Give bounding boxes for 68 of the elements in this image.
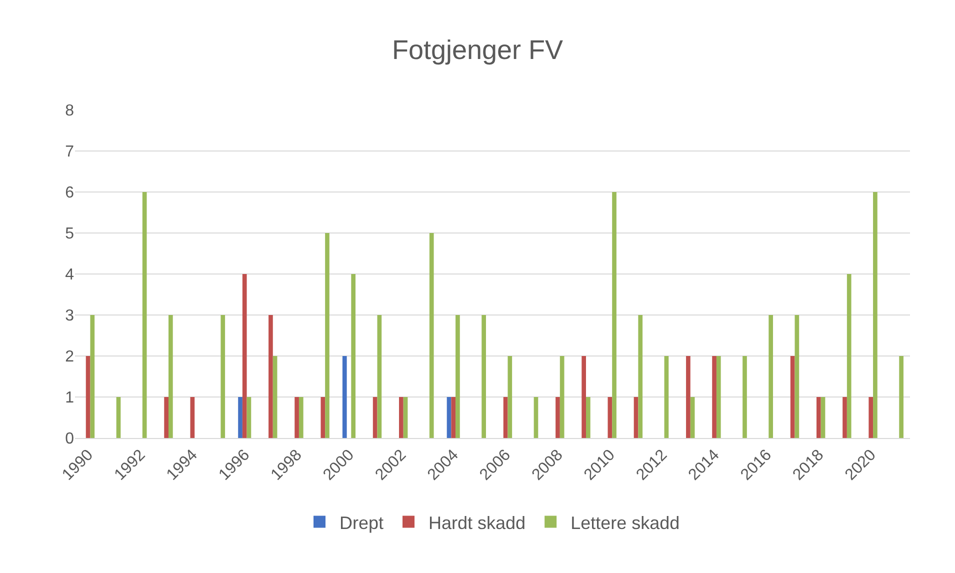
bar (372, 397, 378, 438)
bar (508, 356, 512, 438)
bar (220, 315, 226, 438)
bar (638, 315, 643, 438)
legend-label: Drept (340, 512, 384, 533)
bar (794, 315, 800, 438)
y-tick-label: 7 (65, 144, 74, 161)
y-tick-label: 0 (65, 430, 74, 448)
bar (164, 397, 168, 438)
y-tick-label: 5 (65, 226, 74, 243)
bar (790, 356, 795, 438)
bar (690, 397, 695, 438)
y-tick-label: 1 (65, 390, 74, 407)
bar (582, 356, 586, 438)
bar (560, 356, 564, 438)
bar (842, 397, 847, 438)
bar (899, 356, 904, 438)
bar (612, 192, 616, 438)
bar (503, 397, 508, 438)
bar (246, 397, 252, 438)
bar (325, 233, 330, 438)
bar (712, 356, 716, 438)
bar (86, 356, 90, 438)
bar (634, 397, 638, 438)
bar (820, 397, 826, 438)
bar (873, 192, 878, 438)
bar (116, 397, 121, 438)
bar (90, 315, 95, 438)
bar (556, 397, 560, 438)
bar (429, 233, 434, 438)
y-tick-label: 4 (65, 266, 74, 284)
bar (342, 356, 347, 438)
bar (816, 397, 821, 438)
bar (868, 397, 874, 438)
bar (242, 274, 247, 438)
legend-label: Lettere skadd (570, 512, 680, 533)
bar (446, 397, 452, 438)
bar (664, 356, 669, 438)
bar (351, 274, 356, 438)
bar (320, 397, 326, 438)
bar (482, 315, 486, 438)
bar (298, 397, 304, 438)
y-tick-label: 8 (65, 102, 74, 120)
bar (586, 397, 590, 438)
bar (451, 397, 456, 438)
bar (686, 356, 690, 438)
bar (268, 315, 273, 438)
bar (456, 315, 460, 438)
bar (742, 356, 747, 438)
y-tick-label: 6 (65, 184, 74, 202)
legend-label: Hardt skadd (428, 512, 526, 533)
bar (142, 192, 147, 438)
bar (768, 315, 774, 438)
bar (377, 315, 382, 438)
bar (168, 315, 173, 438)
bar (403, 397, 408, 438)
bar (399, 397, 404, 438)
y-tick-label: 3 (65, 308, 74, 325)
bar (190, 397, 195, 438)
bar (294, 397, 299, 438)
chart-title: Fotgjenger FV (392, 35, 564, 66)
bar (716, 356, 721, 438)
bar (608, 397, 612, 438)
bar (272, 356, 278, 438)
bar (846, 274, 852, 438)
bar (238, 397, 242, 438)
y-tick-label: 2 (65, 348, 74, 366)
bar (534, 397, 538, 438)
